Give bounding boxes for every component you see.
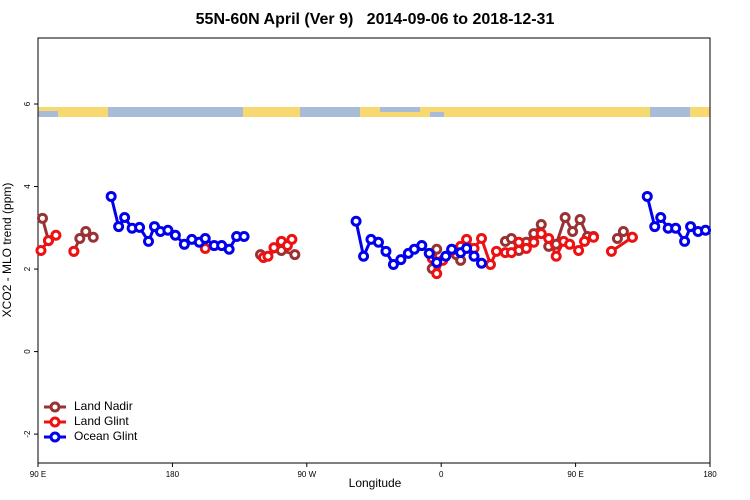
y-tick-label: -2 [23, 430, 32, 438]
legend-marker [49, 401, 61, 413]
map-ocean [430, 112, 444, 117]
x-tick-label: 90 W [297, 470, 316, 479]
data-point [476, 233, 488, 245]
y-tick-label: 4 [23, 184, 32, 189]
data-point [611, 233, 623, 245]
data-point [416, 240, 428, 252]
x-axis-label: Longitude [349, 476, 402, 490]
map-strip [38, 107, 710, 117]
data-point [105, 190, 117, 202]
data-point [535, 219, 547, 231]
data-point [567, 226, 579, 238]
data-point [588, 231, 600, 243]
data-point [605, 245, 617, 257]
data-point [559, 211, 571, 223]
map-ocean [650, 107, 690, 117]
data-point [134, 221, 146, 233]
data-point [36, 212, 48, 224]
data-point [446, 243, 458, 255]
data-point [143, 235, 155, 247]
map-ocean [380, 107, 420, 112]
data-point [87, 231, 99, 243]
legend-label: Ocean Glint [74, 429, 138, 443]
data-point [358, 250, 370, 262]
x-tick-label: 90 E [567, 470, 583, 479]
data-point [535, 228, 547, 240]
data-point [431, 268, 443, 280]
data-point [431, 256, 443, 268]
data-point [679, 235, 691, 247]
data-point [476, 257, 488, 269]
data-point [484, 259, 496, 271]
data-point [380, 245, 392, 257]
data-point [655, 211, 667, 223]
data-point [461, 242, 473, 254]
data-point [520, 242, 532, 254]
data-point [440, 250, 452, 262]
map-ocean [38, 111, 58, 117]
y-tick-label: 6 [23, 101, 32, 106]
data-point [42, 235, 54, 247]
data-point [50, 229, 62, 241]
data-point [223, 243, 235, 255]
data-point [490, 245, 502, 257]
x-tick-label: 0 [439, 470, 444, 479]
data-point [162, 224, 174, 236]
data-point [573, 245, 585, 256]
data-point [423, 247, 435, 259]
data-point [68, 245, 80, 257]
data-point [670, 222, 682, 234]
data-point [372, 236, 384, 248]
data-point [80, 226, 92, 238]
data-point [685, 221, 697, 233]
data-point [649, 221, 661, 233]
data-point [461, 233, 473, 245]
x-tick-label: 180 [703, 470, 717, 479]
data-point [289, 249, 301, 261]
map-ocean [300, 107, 360, 117]
x-tick-label: 90 E [30, 470, 46, 479]
data-point [178, 238, 190, 250]
data-point [350, 215, 362, 227]
data-point [626, 231, 638, 243]
map-ocean [108, 107, 243, 117]
map-land [38, 107, 710, 117]
data-point [543, 233, 555, 245]
x-tick-label: 180 [166, 470, 180, 479]
data-point [564, 238, 576, 250]
legend-label: Land Glint [74, 414, 129, 428]
data-point [199, 233, 211, 245]
data-point [641, 190, 653, 202]
y-tick-label: 0 [23, 349, 32, 354]
data-point [238, 230, 250, 242]
y-tick-label: 2 [23, 266, 32, 271]
data-point [113, 221, 125, 233]
data-point [505, 247, 517, 259]
data-point [550, 250, 562, 262]
data-point [387, 259, 399, 271]
data-point [468, 250, 480, 262]
legend-marker [49, 416, 61, 428]
data-point [700, 224, 712, 236]
data-point [574, 214, 586, 226]
data-point [262, 250, 274, 262]
data-point [35, 245, 47, 256]
legend-label: Land Nadir [74, 399, 133, 413]
y-axis-label: XCO2 - MLO trend (ppm) [0, 183, 14, 318]
data-point [286, 233, 298, 245]
chart-title: 55N-60N April (Ver 9) 2014-09-06 to 2018… [196, 11, 555, 28]
data-point [169, 229, 181, 241]
data-point [579, 235, 591, 247]
legend-marker [49, 431, 61, 443]
data-point [119, 211, 131, 223]
data-point [74, 233, 86, 245]
data-point [395, 254, 407, 266]
data-point [617, 226, 629, 238]
data-point [199, 242, 211, 254]
data-point [513, 236, 525, 248]
data-point [268, 242, 280, 254]
data-point [528, 236, 540, 248]
